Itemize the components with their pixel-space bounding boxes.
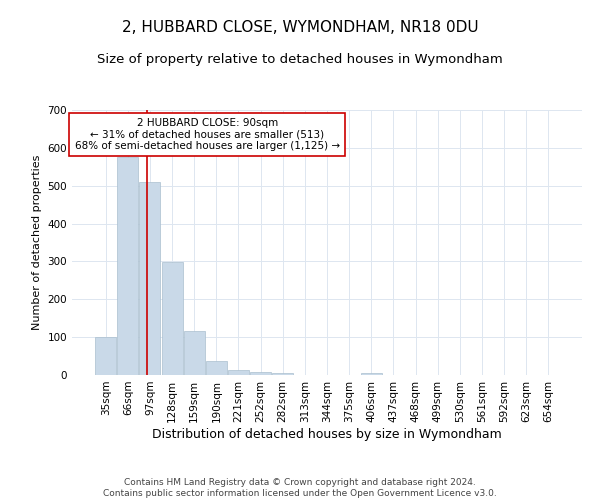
Bar (95, 337, 116, 375)
Text: 2, HUBBARD CLOSE, WYMONDHAM, NR18 0DU: 2, HUBBARD CLOSE, WYMONDHAM, NR18 0DU (122, 20, 478, 35)
Text: 2 HUBBARD CLOSE: 90sqm
← 31% of detached houses are smaller (513)
68% of semi-de: 2 HUBBARD CLOSE: 90sqm ← 31% of detached… (74, 118, 340, 151)
Bar (161, 262, 182, 375)
Bar (184, 332, 205, 375)
Bar (250, 372, 271, 375)
Bar (118, 158, 139, 375)
Bar (228, 370, 249, 375)
Bar (139, 182, 160, 375)
Bar (206, 362, 227, 375)
Text: Size of property relative to detached houses in Wymondham: Size of property relative to detached ho… (97, 52, 503, 66)
Text: Contains HM Land Registry data © Crown copyright and database right 2024.
Contai: Contains HM Land Registry data © Crown c… (103, 478, 497, 498)
Y-axis label: Number of detached properties: Number of detached properties (32, 155, 42, 330)
X-axis label: Distribution of detached houses by size in Wymondham: Distribution of detached houses by size … (152, 428, 502, 440)
Bar (272, 372, 293, 375)
Bar (361, 372, 382, 375)
